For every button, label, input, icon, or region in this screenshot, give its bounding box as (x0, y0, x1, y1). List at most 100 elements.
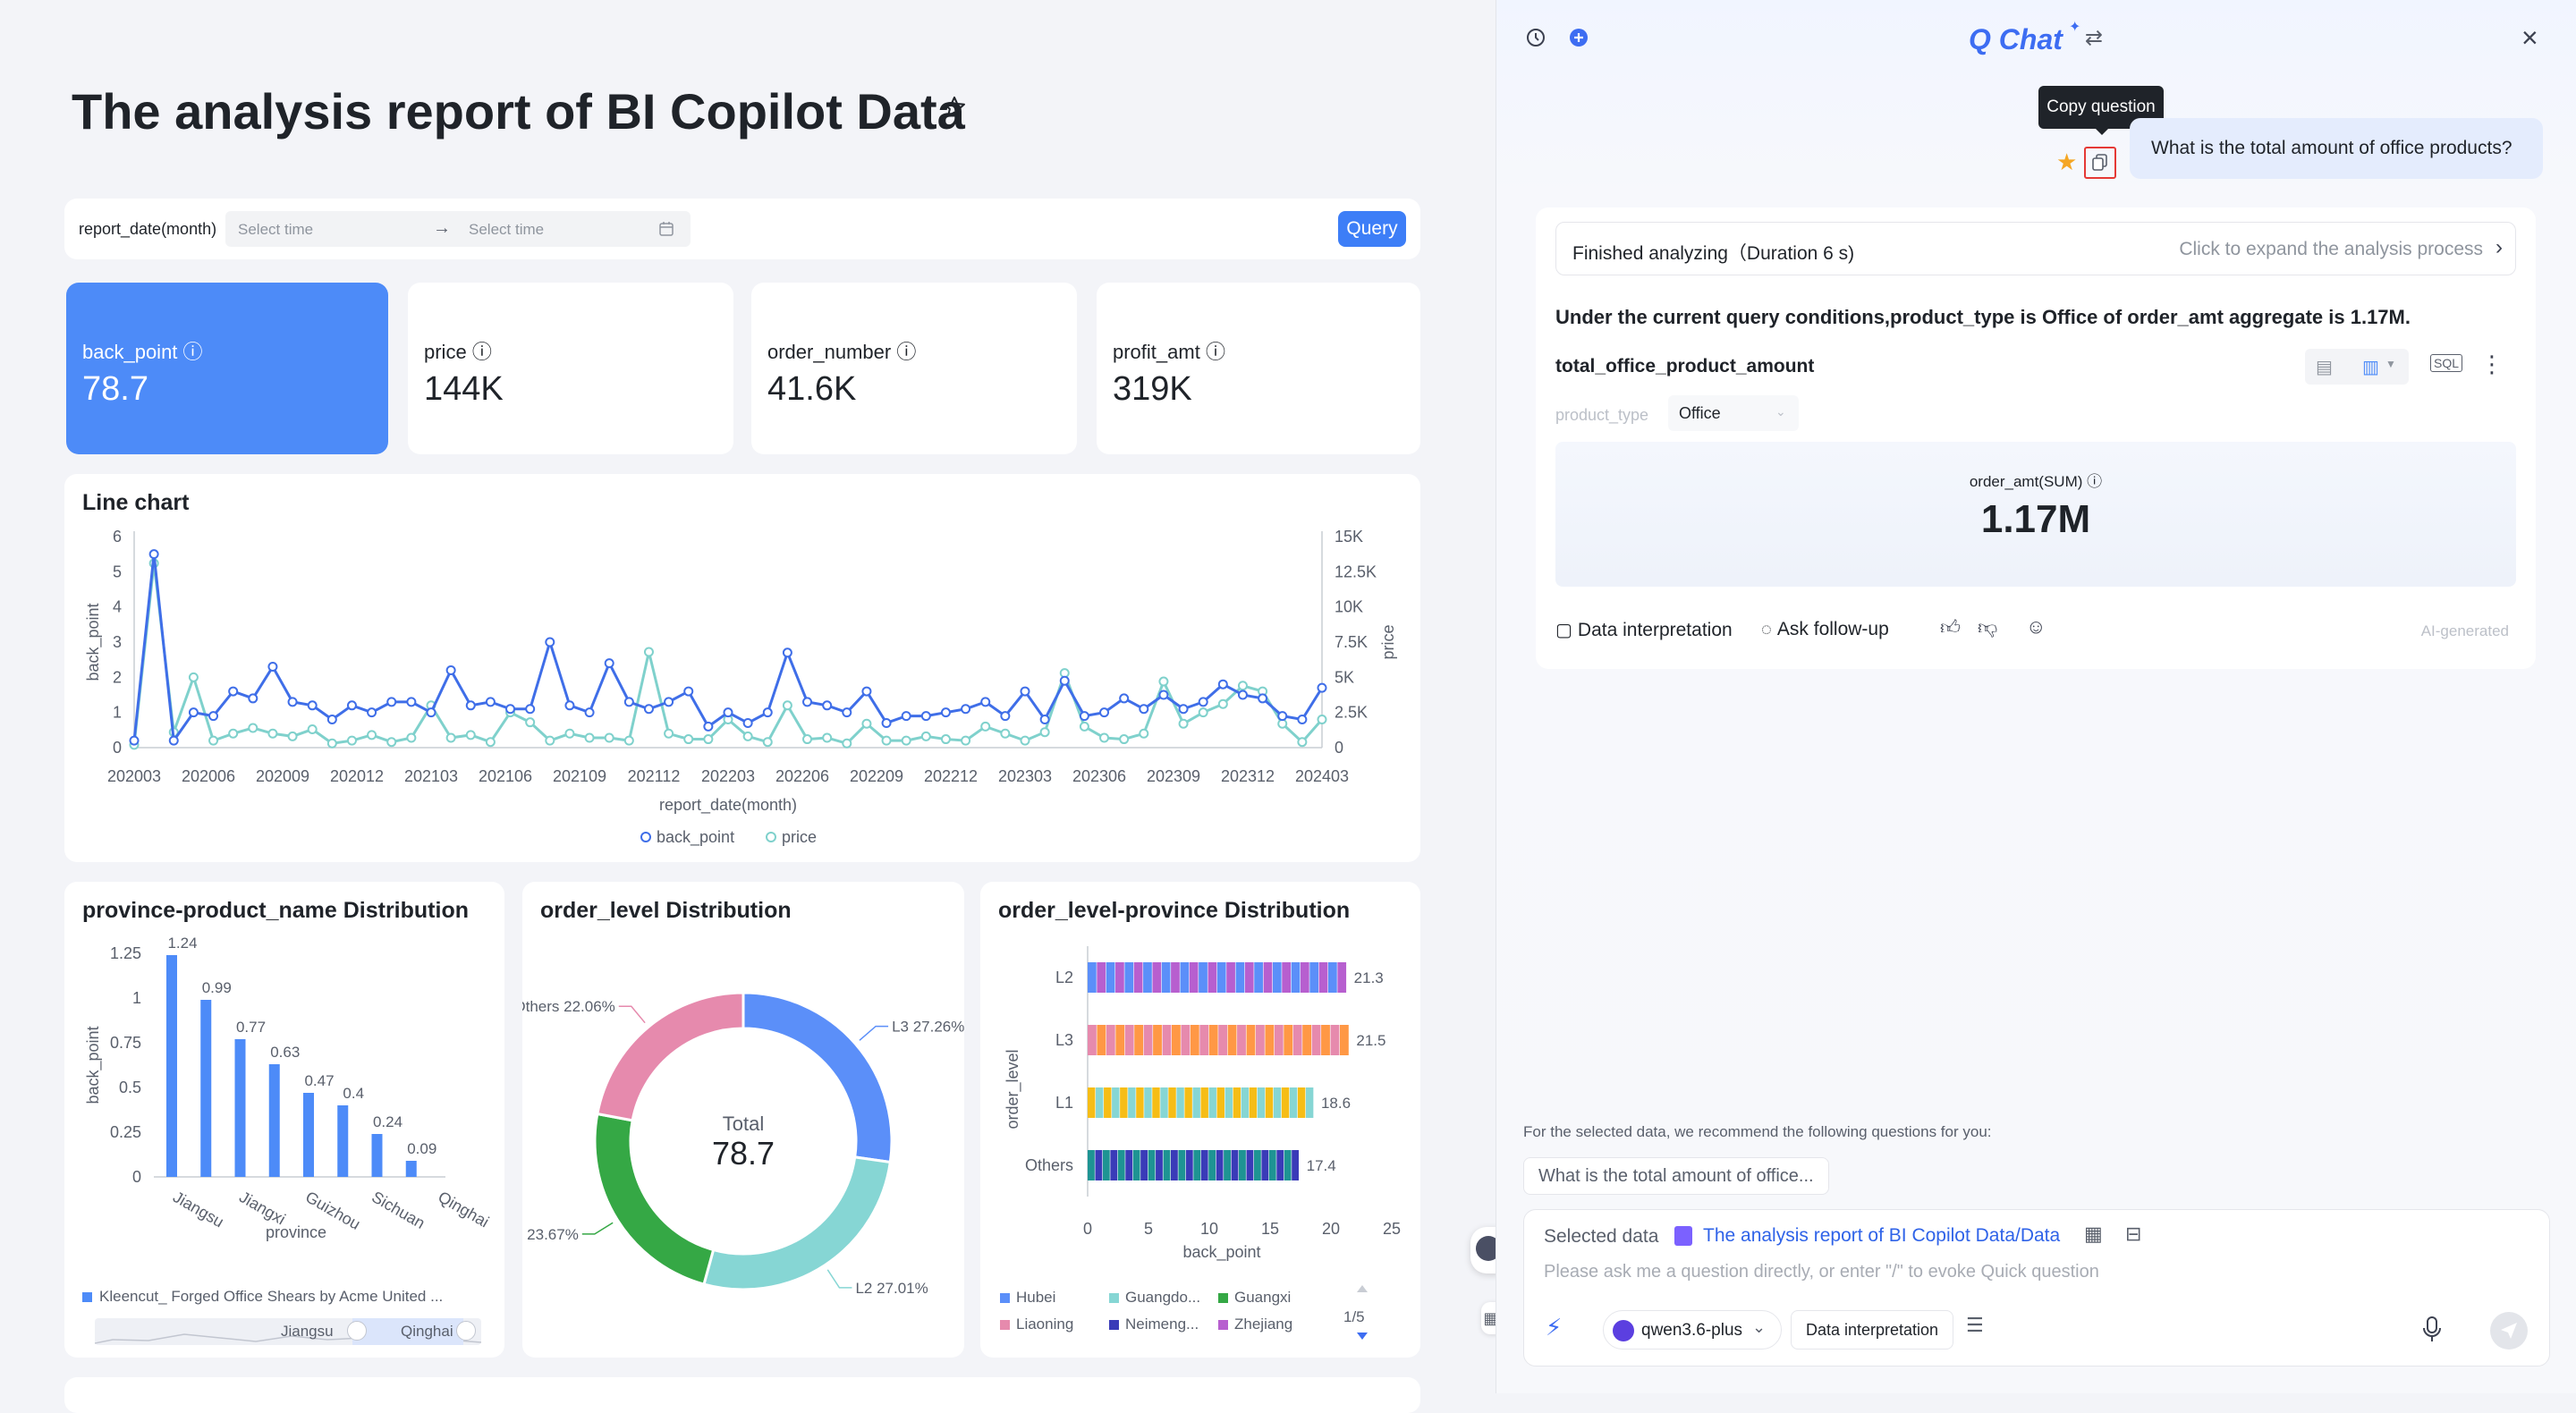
microphone-icon[interactable] (2420, 1316, 2444, 1344)
more-icon[interactable]: ⋮ (2480, 351, 2504, 377)
info-icon: ⓘ (2087, 473, 2103, 490)
thumbs-down-icon[interactable]: 👎︎ (1978, 616, 1998, 639)
stack-segment (1321, 1025, 1330, 1055)
bar-value-label: 0.99 (202, 979, 232, 996)
stack-segment (1097, 962, 1106, 993)
stack-segment (1190, 1025, 1199, 1055)
send-button[interactable] (2490, 1312, 2528, 1350)
kpi-value: 41.6K (767, 370, 857, 408)
stack-segment (1233, 1087, 1241, 1118)
ask-follow-up-button[interactable]: ◌ Ask follow-up (1761, 619, 1889, 640)
history-icon[interactable] (1525, 27, 1546, 48)
data-point-back_point (842, 707, 852, 718)
bar (234, 1039, 246, 1177)
x-tick-label: 10 (1200, 1220, 1218, 1238)
chart-view-icon[interactable]: ▥ (2362, 358, 2379, 377)
data-point-back_point (287, 697, 298, 707)
table-view-icon[interactable]: ▤ (2316, 358, 2333, 377)
stack-segment (1133, 962, 1143, 993)
kpi-card-price[interactable]: price ⓘ 144K (408, 283, 733, 454)
stack-segment (1309, 962, 1319, 993)
star-outline-icon[interactable] (942, 95, 967, 120)
kpi-card-back-point[interactable]: back_point ⓘ 78.7 (66, 283, 388, 454)
kpi-value: 144K (424, 370, 504, 408)
stack-segment (1140, 1150, 1148, 1180)
data-point-back_point (901, 711, 911, 722)
list-icon[interactable]: ☰ (1966, 1314, 1984, 1336)
start-date-input[interactable]: Select time (238, 221, 314, 238)
x-tick-label: 202003 (107, 767, 161, 785)
x-tick-label: 202106 (479, 767, 532, 785)
bar-chart[interactable]: 00.250.50.7511.25back_point1.240.990.770… (64, 882, 504, 1358)
answer-text: Under the current query conditions,produ… (1555, 306, 2411, 328)
stack-segment (1244, 962, 1254, 993)
dataset-switch-icon[interactable]: ⊟ (2125, 1223, 2142, 1245)
stack-segment (1088, 1087, 1096, 1118)
data-point-back_point (228, 686, 239, 697)
switch-icon[interactable]: ⇄ (2085, 26, 2104, 50)
product-type-select[interactable]: Office ⌄ (1668, 395, 1799, 431)
stacked-bar-chart[interactable]: 0 5 10 15 20 25 back_point order_level L2 21.3 L3 2… (980, 882, 1420, 1358)
date-range-picker[interactable]: Select time → Select time (225, 211, 691, 247)
data-point-price (664, 728, 674, 739)
chevron-right-icon[interactable]: › (2496, 235, 2503, 259)
slider-handle-end[interactable] (456, 1321, 476, 1341)
data-point-price (208, 735, 219, 746)
selected-data-link[interactable]: The analysis report of BI Copilot Data/D… (1703, 1225, 2061, 1246)
data-point-back_point (505, 704, 516, 715)
sparkle-icon: ✦ (2069, 20, 2081, 35)
expand-analysis-link[interactable]: Click to expand the analysis process (2179, 239, 2483, 259)
copy-question-button[interactable] (2084, 147, 2116, 179)
kpi-card-order-number[interactable]: order_number ⓘ 41.6K (751, 283, 1077, 454)
chart-title: province-product_name Distribution (82, 898, 469, 923)
stack-segment (1088, 1025, 1097, 1055)
kpi-card-profit-amt[interactable]: profit_amt ⓘ 319K (1097, 283, 1420, 454)
recommended-question-chip[interactable]: What is the total amount of office... (1523, 1157, 1829, 1195)
user-question-bubble[interactable]: What is the total amount of office produ… (2130, 118, 2543, 179)
model-select[interactable]: qwen3.6-plus ⌄ (1603, 1310, 1782, 1350)
chat-input[interactable]: Please ask me a question directly, or en… (1544, 1262, 2099, 1282)
bar-legend[interactable]: Kleencut_ Forged Office Shears by Acme U… (82, 1288, 443, 1306)
info-icon: ⓘ (1205, 341, 1225, 363)
dataset-table-icon[interactable]: ▦ (2084, 1223, 2103, 1245)
feedback-icon[interactable]: ☺ (2026, 615, 2046, 638)
stack-segment (1156, 1150, 1163, 1180)
data-point-price (842, 738, 852, 749)
stack-segment (1273, 1087, 1282, 1118)
favorite-icon[interactable]: ★ (2056, 148, 2078, 175)
stack-segment (1224, 1150, 1231, 1180)
analysis-status-bar[interactable]: Finished analyzing（Duration 6 s) Click t… (1555, 222, 2516, 275)
end-date-input[interactable]: Select time (469, 221, 545, 238)
legend-swatch (1109, 1293, 1119, 1303)
mode-button[interactable]: Data interpretation (1791, 1310, 1953, 1350)
view-switcher[interactable]: ▤ ▥ ▼ (2305, 349, 2409, 385)
sql-icon[interactable]: SQL (2430, 354, 2463, 372)
range-slider[interactable]: Jiangsu Qinghai (95, 1318, 481, 1345)
new-chat-icon[interactable] (1568, 27, 1589, 48)
slider-handle-start[interactable] (347, 1321, 367, 1341)
stack-segment (1281, 1087, 1290, 1118)
slider-selection[interactable] (352, 1318, 463, 1345)
close-icon[interactable]: × (2521, 21, 2538, 54)
thumbs-up-icon[interactable]: 👍︎ (1940, 616, 1961, 639)
stack-segment (1231, 1150, 1239, 1180)
data-point-price (386, 737, 397, 748)
stack-segment (1276, 1150, 1284, 1180)
data-point-price (346, 735, 357, 746)
stack-segment (1189, 962, 1199, 993)
data-interpretation-button[interactable]: ▢ Data interpretation (1555, 619, 1733, 641)
label-leader-line (826, 1269, 852, 1289)
donut-chart[interactable]: L3 27.26% L2 27.01% L1 23.67% Others 22.06%… (522, 882, 964, 1358)
query-button[interactable]: Query (1338, 211, 1406, 247)
legend-label: back_point (657, 828, 734, 847)
line-chart[interactable]: 0 1 2 3 4 5 6 0 2.5K 5K 7.5K 10K 12.5K 15K 202003 20200… (64, 474, 1420, 862)
stack-segment (1246, 1150, 1254, 1180)
magic-wand-icon[interactable]: ⚡︎ (1546, 1314, 1563, 1341)
legend-swatch (1109, 1320, 1119, 1330)
chevron-down-icon[interactable]: ▼ (2385, 358, 2396, 370)
stack-segment (1095, 1150, 1103, 1180)
y-tick-label: 5 (113, 563, 122, 580)
stack-segment (1106, 1025, 1115, 1055)
data-point-back_point (188, 707, 199, 718)
stack-segment (1300, 962, 1309, 993)
